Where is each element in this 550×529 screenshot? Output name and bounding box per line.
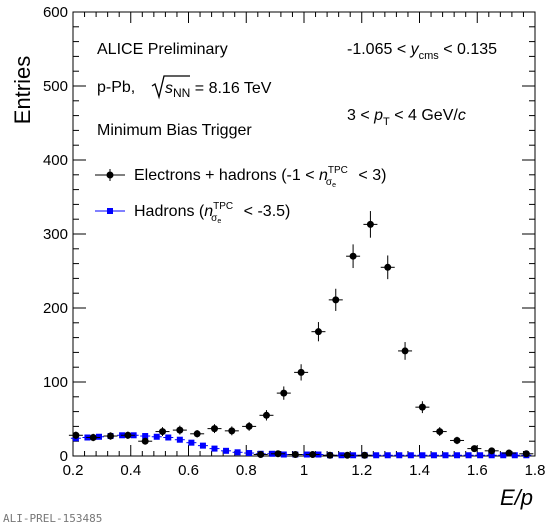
y-axis-ticks: 0 100 200 300 400 500 600 <box>43 4 535 465</box>
electron-point <box>297 368 305 376</box>
hadron-point <box>95 433 102 440</box>
electron-point <box>107 432 115 440</box>
y-tick-label: 600 <box>43 4 68 21</box>
plot-frame <box>72 11 536 457</box>
electron-point <box>309 451 317 459</box>
hadron-point <box>488 452 495 459</box>
hadron-point <box>223 447 230 454</box>
hadron-point <box>465 452 472 459</box>
legend: Electrons + hadrons (-1 < nTPC σe < 3) Ha… <box>95 165 386 225</box>
electron-point <box>349 252 357 260</box>
x-tick-label: 1.6 <box>467 462 488 479</box>
legend-entry-electrons: Electrons + hadrons (-1 < nTPC σe < 3) <box>95 165 386 189</box>
trigger-label: Minimum Bias Trigger <box>97 122 252 139</box>
electron-point <box>436 428 444 436</box>
electron-point <box>453 436 461 444</box>
hadron-point <box>165 434 172 441</box>
electron-point <box>418 403 426 411</box>
hadron-point <box>407 452 414 459</box>
electron-point <box>361 451 369 459</box>
hadron-point <box>199 442 206 449</box>
y-tick-label: 200 <box>43 300 68 317</box>
y-axis-title: Entries <box>10 56 35 124</box>
pt-range-label: 3 < pT < 4 GeV/c <box>347 107 466 128</box>
electron-point <box>343 451 351 459</box>
electron-point <box>257 451 265 459</box>
legend-label-hadrons: Hadrons (nTPC σe < -3.5) <box>134 201 290 225</box>
x-tick-label: 1.4 <box>409 462 430 479</box>
x-tick-label: 0.2 <box>63 462 84 479</box>
hadron-point <box>176 436 183 443</box>
y-tick-label: 300 <box>43 226 68 243</box>
data-series <box>68 211 534 459</box>
rapidity-range-label: -1.065 < ycms < 0.135 <box>347 41 497 62</box>
hadron-point <box>454 452 461 459</box>
electron-point <box>274 450 282 458</box>
hadron-point <box>280 451 287 458</box>
electron-point <box>470 445 478 453</box>
electron-point <box>366 220 374 228</box>
y-tick-label: 0 <box>60 448 68 465</box>
electron-point <box>505 449 513 457</box>
electron-point <box>193 430 201 438</box>
electron-point <box>291 451 299 459</box>
y-tick-label: 100 <box>43 374 68 391</box>
x-axis-ticks: 0.2 0.4 0.6 0.8 1 1.2 1.4 1.6 1.8 <box>63 12 546 479</box>
electron-point <box>522 450 530 458</box>
electron-point <box>401 347 409 355</box>
sqrt-symbol <box>151 75 190 100</box>
x-tick-label: 0.8 <box>236 462 257 479</box>
electron-point <box>245 422 253 430</box>
hadron-point <box>188 439 195 446</box>
legend-entry-hadrons: Hadrons (nTPC σe < -3.5) <box>95 201 290 225</box>
collision-energy-label: sNN = 8.16 TeV <box>165 80 272 100</box>
hadron-point <box>384 452 391 459</box>
electron-point <box>262 411 270 419</box>
x-tick-label: 0.6 <box>178 462 199 479</box>
electron-point <box>228 427 236 435</box>
hadron-point <box>373 452 380 459</box>
electron-point <box>314 328 322 336</box>
electron-point <box>72 431 80 439</box>
x-axis-title: E/p <box>500 485 533 510</box>
hadron-point <box>500 452 507 459</box>
hadron-point <box>442 452 449 459</box>
legend-label-electrons: Electrons + hadrons (-1 < nTPC σe < 3) <box>134 165 386 189</box>
preliminary-id-watermark: ALI-PREL-153485 <box>3 512 103 525</box>
electron-point <box>332 296 340 304</box>
electron-point <box>124 431 132 439</box>
hadron-point <box>234 449 241 456</box>
hadron-point <box>153 433 160 440</box>
y-tick-label: 400 <box>43 152 68 169</box>
hadron-point <box>419 452 426 459</box>
electron-point <box>159 428 167 436</box>
electron-point <box>176 426 184 434</box>
hadron-point <box>246 450 253 457</box>
experiment-label: ALICE Preliminary <box>97 41 228 58</box>
hadron-point <box>396 452 403 459</box>
electron-point <box>384 263 392 271</box>
electron-point <box>210 425 218 433</box>
hadron-point <box>211 445 218 452</box>
electron-point <box>89 434 97 441</box>
hadron-point <box>477 452 484 459</box>
electron-point <box>488 447 496 455</box>
y-tick-label: 500 <box>43 78 68 95</box>
electron-point <box>326 451 334 459</box>
collision-system-label: p-Pb, <box>97 79 135 96</box>
x-tick-label: 0.4 <box>120 462 141 479</box>
hadron-point <box>430 452 437 459</box>
x-tick-label: 1.8 <box>525 462 546 479</box>
x-tick-label: 1.2 <box>351 462 372 479</box>
electron-point <box>280 389 288 397</box>
hadron-point <box>142 433 149 440</box>
electron-point <box>141 437 149 445</box>
x-tick-label: 1 <box>300 462 308 479</box>
hadron-point <box>511 452 518 459</box>
